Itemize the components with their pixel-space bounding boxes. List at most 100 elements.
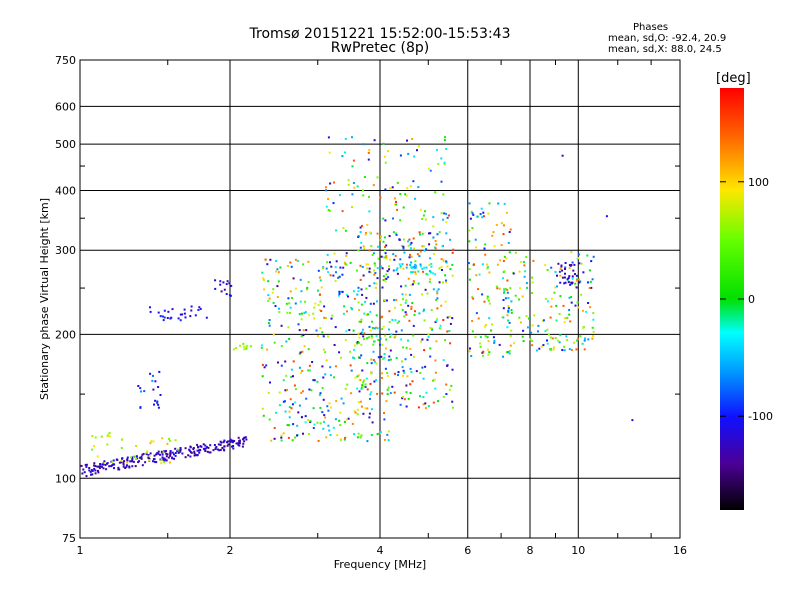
data-point — [424, 365, 427, 368]
data-point — [387, 430, 390, 433]
data-point — [449, 268, 452, 271]
data-point — [299, 351, 302, 354]
data-point — [562, 304, 565, 307]
data-point — [526, 286, 528, 289]
data-point — [427, 333, 430, 336]
data-point — [347, 179, 350, 182]
data-point — [479, 336, 482, 339]
data-point — [319, 406, 322, 409]
data-point — [496, 287, 499, 290]
data-point — [353, 344, 356, 347]
data-point — [421, 366, 424, 369]
data-point — [563, 276, 566, 279]
data-point — [370, 358, 373, 361]
data-point — [450, 384, 453, 387]
data-point — [365, 232, 367, 234]
data-point — [235, 347, 238, 350]
data-point — [189, 315, 192, 318]
data-point — [507, 319, 510, 322]
data-point — [428, 243, 431, 246]
data-point — [451, 406, 454, 409]
data-point — [406, 187, 409, 190]
data-point — [156, 452, 159, 455]
data-point — [260, 346, 263, 349]
data-point — [327, 424, 330, 427]
data-point — [322, 348, 325, 351]
data-point — [268, 324, 271, 327]
data-point — [507, 311, 510, 314]
data-point — [522, 329, 525, 332]
data-point — [390, 333, 393, 336]
data-point — [373, 273, 376, 276]
data-point — [273, 437, 276, 440]
data-point — [592, 330, 595, 333]
data-point — [319, 300, 322, 303]
data-point — [429, 327, 432, 329]
data-point — [356, 375, 359, 378]
data-point — [360, 320, 363, 323]
data-point — [513, 342, 516, 345]
data-point — [430, 327, 433, 330]
data-point — [204, 447, 207, 450]
data-point — [292, 375, 294, 378]
data-point — [262, 278, 265, 281]
data-point — [521, 335, 524, 338]
data-point — [204, 444, 207, 447]
data-point — [359, 246, 362, 249]
data-point — [165, 455, 168, 458]
data-point — [362, 143, 365, 146]
data-point — [486, 266, 489, 269]
data-point — [360, 318, 363, 321]
data-point — [179, 313, 182, 316]
data-point — [399, 265, 402, 268]
data-point — [424, 407, 427, 410]
data-point — [316, 380, 319, 383]
data-point — [323, 305, 326, 308]
data-point — [442, 319, 445, 321]
data-point — [378, 432, 381, 435]
data-point — [322, 376, 325, 379]
data-point — [347, 417, 350, 420]
data-point — [522, 261, 525, 264]
data-point — [301, 312, 303, 315]
data-point — [206, 446, 208, 449]
data-point — [232, 348, 235, 351]
data-point — [395, 357, 398, 359]
data-point — [484, 325, 487, 328]
data-point — [94, 472, 97, 475]
data-point — [90, 469, 93, 472]
data-point — [296, 434, 299, 437]
data-point — [414, 273, 417, 276]
data-point — [407, 397, 410, 400]
data-point — [147, 457, 150, 459]
data-point — [553, 291, 556, 294]
data-point — [419, 208, 422, 211]
data-point — [115, 458, 118, 461]
data-point — [535, 349, 538, 352]
data-point — [359, 278, 362, 281]
data-point — [352, 159, 355, 162]
data-point — [388, 265, 390, 268]
y-tick-label: 500 — [55, 138, 76, 151]
data-point — [267, 322, 270, 325]
data-point — [373, 262, 376, 265]
data-point — [385, 254, 388, 257]
data-point — [335, 229, 338, 232]
data-point — [304, 421, 307, 424]
data-point — [196, 454, 199, 456]
data-point — [555, 304, 558, 307]
data-point — [97, 465, 100, 468]
data-point — [568, 313, 571, 316]
data-point — [268, 418, 271, 421]
data-point — [277, 361, 279, 364]
data-point — [503, 288, 505, 291]
data-point — [436, 318, 438, 321]
data-point — [345, 263, 348, 266]
data-point — [341, 273, 344, 276]
data-point — [425, 272, 428, 275]
data-point — [321, 365, 324, 368]
data-point — [481, 293, 484, 296]
data-point — [124, 467, 127, 469]
data-point — [385, 299, 388, 302]
data-point — [482, 211, 485, 214]
